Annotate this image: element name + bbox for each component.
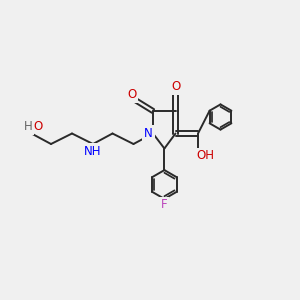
- Text: F: F: [161, 198, 168, 212]
- Text: N: N: [144, 127, 153, 140]
- Text: OH: OH: [196, 149, 214, 163]
- Text: H: H: [24, 120, 33, 134]
- Text: O: O: [171, 80, 180, 94]
- Text: O: O: [33, 120, 42, 134]
- Text: O: O: [128, 88, 136, 101]
- Text: NH: NH: [84, 145, 102, 158]
